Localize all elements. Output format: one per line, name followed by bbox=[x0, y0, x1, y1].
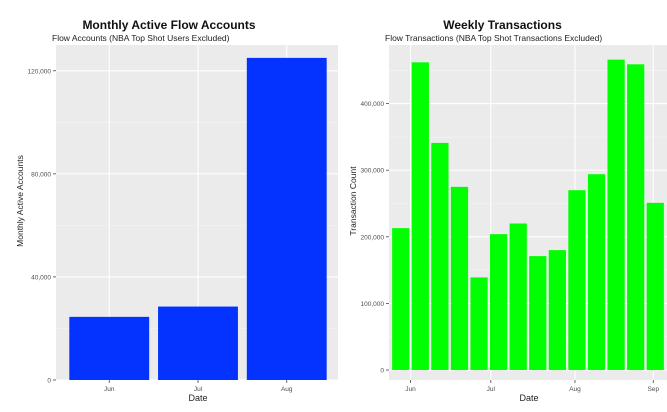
bar bbox=[246, 57, 327, 381]
bar bbox=[392, 228, 410, 371]
right-chart-panel: Weekly Transactions Flow Transactions (N… bbox=[338, 0, 667, 412]
left-chart-xlabel: Date bbox=[188, 393, 208, 403]
y-tick-label: 100,000 bbox=[361, 301, 385, 308]
bar bbox=[411, 62, 429, 371]
y-tick-label: 200,000 bbox=[361, 234, 385, 241]
bar bbox=[69, 316, 150, 380]
plot-background bbox=[389, 45, 667, 380]
bar bbox=[646, 202, 664, 371]
y-tick-label: 0 bbox=[47, 378, 51, 385]
bar bbox=[607, 59, 625, 371]
bar bbox=[568, 190, 586, 371]
bar bbox=[529, 256, 547, 371]
y-tick-label: 400,000 bbox=[361, 101, 385, 108]
bar bbox=[548, 250, 566, 371]
bar bbox=[509, 223, 527, 371]
left-chart-title: Monthly Active Flow Accounts bbox=[82, 18, 256, 32]
bar bbox=[431, 142, 449, 371]
y-tick-label: 300,000 bbox=[361, 168, 385, 175]
x-tick-label: Jul bbox=[487, 386, 496, 393]
left-chart-subtitle: Flow Accounts (NBA Top Shot Users Exclud… bbox=[52, 33, 230, 43]
bar bbox=[490, 234, 508, 371]
bar bbox=[627, 64, 645, 371]
left-chart-plot: 0 40,000 80,000 120,000 Jun Jul Aug bbox=[28, 45, 338, 393]
x-tick-label: Jul bbox=[194, 386, 203, 393]
bar bbox=[450, 186, 469, 371]
y-tick-label: 40,000 bbox=[31, 274, 51, 281]
y-tick-label: 120,000 bbox=[28, 68, 52, 75]
bar bbox=[158, 306, 238, 380]
right-chart-subtitle: Flow Transactions (NBA Top Shot Transact… bbox=[385, 33, 603, 43]
x-tick-label: Aug bbox=[281, 386, 293, 393]
y-tick-label: 80,000 bbox=[31, 171, 51, 178]
x-tick-label: Jun bbox=[405, 386, 416, 393]
left-chart-panel: Monthly Active Flow Accounts Flow Accoun… bbox=[15, 18, 338, 403]
right-chart-xlabel: Date bbox=[519, 393, 539, 403]
x-tick-label: Sep bbox=[648, 386, 660, 393]
y-tick-label: 0 bbox=[380, 368, 384, 375]
right-chart-plot: 0 100,000 200,000 300,000 400,000 Jun Jul Aug Se… bbox=[361, 45, 667, 393]
bar bbox=[470, 277, 488, 371]
bar bbox=[587, 174, 606, 371]
x-tick-label: Jun bbox=[104, 386, 115, 393]
x-tick-label: Aug bbox=[569, 386, 581, 393]
right-chart-title: Weekly Transactions bbox=[443, 18, 562, 32]
